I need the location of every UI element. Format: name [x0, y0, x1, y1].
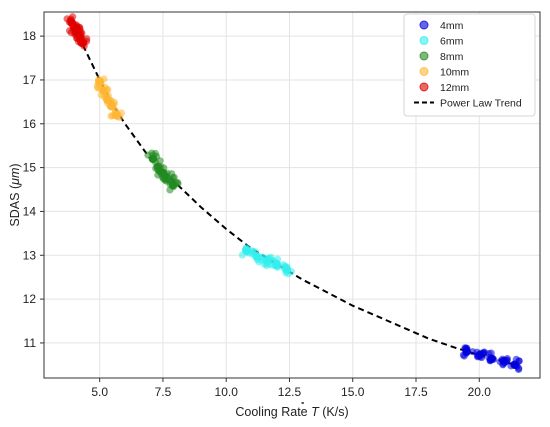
- data-point: [160, 164, 168, 172]
- data-point: [287, 267, 296, 276]
- data-point: [154, 171, 162, 179]
- data-point: [499, 360, 507, 368]
- legend-marker: [419, 82, 429, 92]
- y-tick-label: 13: [23, 248, 37, 262]
- legend: 4mm 6mm 8mm 10mm 12mm Power Law Trend: [403, 13, 536, 117]
- data-point: [73, 22, 81, 30]
- y-tick-label: 17: [23, 73, 37, 87]
- x-tick-label: 17.5: [404, 385, 428, 399]
- data-point: [115, 113, 124, 121]
- data-point: [172, 178, 180, 187]
- legend-label: 6mm: [440, 36, 464, 48]
- data-point: [274, 255, 282, 263]
- y-axis-label: SDAS (μm): [8, 163, 22, 226]
- legend-label: 12mm: [440, 82, 469, 94]
- x-axis-label: Cooling Rate T (K/s): [235, 405, 348, 419]
- legend-marker: [419, 67, 429, 76]
- data-point: [76, 36, 85, 44]
- y-tick-label: 11: [24, 336, 37, 350]
- data-point: [515, 357, 523, 365]
- data-point: [486, 357, 494, 365]
- legend-label: 4mm: [440, 20, 464, 32]
- x-tick-label: 12.5: [278, 385, 302, 399]
- y-tick-label: 12: [23, 292, 37, 306]
- legend-label: Power Law Trend: [440, 98, 522, 110]
- data-point: [71, 29, 80, 37]
- x-axis-label-text: Cooling Rate: [235, 405, 307, 419]
- x-tick-label: 15.0: [341, 385, 365, 399]
- data-point: [461, 345, 469, 353]
- data-point: [281, 263, 290, 271]
- y-tick-label: 18: [23, 29, 37, 43]
- x-tick-label: 10.0: [215, 385, 239, 399]
- x-axis-label-symbol: T: [311, 405, 320, 419]
- legend-label: 8mm: [440, 51, 464, 63]
- y-tick-label: 16: [23, 117, 37, 131]
- y-tick-label: 14: [23, 204, 37, 218]
- y-axis-ticks: 11 12 13 14 15 16 17 18: [23, 29, 44, 350]
- data-point: [252, 252, 260, 260]
- x-axis-label-unit: (K/s): [322, 405, 348, 419]
- data-point: [144, 151, 152, 159]
- data-point: [272, 261, 280, 270]
- x-tick-label: 5.0: [91, 385, 108, 399]
- plot-frame: [43, 11, 541, 379]
- grid-lines: [44, 12, 540, 378]
- legend-marker: [419, 51, 429, 61]
- data-point: [156, 157, 164, 165]
- legend-marker: [419, 20, 429, 30]
- y-tick-label: 15: [23, 161, 37, 175]
- data-point: [112, 108, 120, 116]
- data-points: [63, 13, 523, 374]
- legend-marker: [419, 36, 429, 45]
- x-tick-label: 7.5: [155, 385, 172, 399]
- x-tick-label: 20.0: [468, 385, 492, 399]
- legend-label: 10mm: [440, 67, 469, 79]
- legend-box: [403, 13, 536, 117]
- data-point: [83, 37, 91, 45]
- data-point: [260, 260, 268, 268]
- data-point: [507, 362, 515, 370]
- data-point: [95, 84, 103, 92]
- data-point: [514, 365, 523, 374]
- data-point: [238, 251, 246, 259]
- data-point: [479, 350, 487, 358]
- x-axis-ticks: 5.0 7.5 10.0 12.5 15.0 17.5 20.0: [91, 378, 491, 399]
- data-point: [107, 112, 115, 120]
